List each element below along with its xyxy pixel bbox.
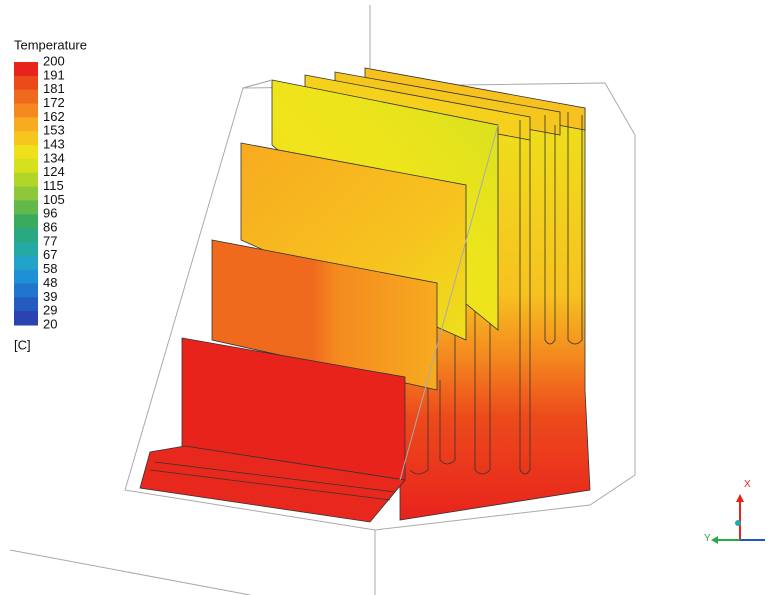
legend-swatch — [14, 62, 38, 77]
legend-label: 191 — [43, 67, 65, 82]
legend-swatch — [14, 186, 38, 201]
legend-swatch — [14, 131, 38, 146]
legend-swatch — [14, 75, 38, 91]
legend-swatch — [14, 283, 38, 298]
legend-swatch — [14, 117, 38, 132]
legend-label: 29 — [43, 303, 57, 318]
legend-swatch — [14, 228, 38, 243]
legend-label: 105 — [43, 192, 65, 207]
legend-label: 96 — [43, 206, 57, 221]
y-axis-label: Y — [704, 533, 711, 544]
legend-swatch — [14, 297, 38, 312]
axis-triad: X Y — [704, 479, 765, 544]
legend-swatch — [14, 255, 38, 271]
legend-swatch — [14, 269, 38, 284]
legend-label: 115 — [43, 178, 64, 193]
legend-swatch — [14, 158, 38, 174]
x-axis-label: X — [744, 479, 751, 490]
legend-label: 77 — [43, 233, 57, 248]
legend-label: 39 — [43, 289, 57, 304]
legend-label: 48 — [43, 275, 57, 290]
legend-label: 124 — [43, 164, 65, 179]
legend-swatch — [14, 311, 38, 326]
legend-swatch — [14, 200, 38, 215]
legend-swatch — [14, 241, 38, 257]
geometry — [9, 5, 636, 595]
legend-label: 153 — [43, 123, 65, 138]
legend-label: 86 — [43, 220, 57, 235]
legend-swatch — [14, 172, 38, 188]
legend-unit: [C] — [14, 337, 31, 352]
legend-label: 181 — [43, 81, 65, 96]
legend-label: 200 — [43, 53, 65, 68]
legend-label: 162 — [43, 109, 65, 124]
legend-title: Temperature — [14, 37, 87, 52]
legend-label: 172 — [43, 95, 65, 110]
legend: Temperature [C] 200191181172162153143134… — [14, 37, 87, 352]
legend-label: 134 — [43, 150, 65, 165]
legend-swatch — [14, 103, 38, 118]
legend-label: 58 — [43, 261, 57, 276]
legend-swatch — [14, 145, 38, 160]
legend-swatch — [14, 214, 38, 229]
legend-label: 20 — [43, 316, 57, 331]
legend-label: 143 — [43, 136, 65, 151]
legend-label: 67 — [43, 247, 57, 262]
legend-swatch — [14, 89, 38, 105]
